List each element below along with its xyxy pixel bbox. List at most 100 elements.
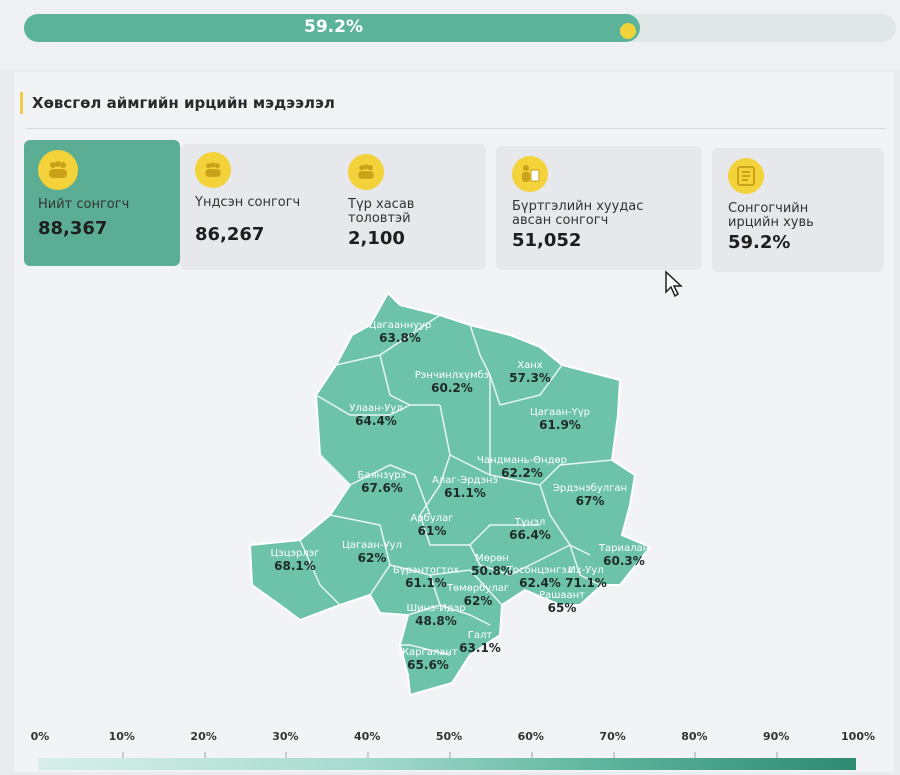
person-document-icon	[512, 156, 548, 192]
map-region-label[interactable]: Ханх 57.3%	[509, 360, 551, 384]
turnout-color-scale: 0% 10% 20% 30% 40% 50% 60% 70% 80% 90% 100%	[30, 730, 875, 770]
region-turnout: 63.1%	[459, 641, 501, 655]
region-name: Рэнчинлхүмбэ	[414, 370, 490, 381]
map-region-label[interactable]: Цагаан-Үүр 61.9%	[530, 407, 590, 431]
map-region-label[interactable]: Түнэл 66.4%	[509, 517, 551, 541]
region-turnout: 61%	[417, 524, 447, 538]
scale-tick-label: 80%	[681, 730, 708, 743]
region-turnout: 50.8%	[471, 564, 513, 578]
scale-tick-label: 50%	[435, 730, 463, 743]
map-region-label[interactable]: Алаг-Эрдэнэ 61.1%	[432, 475, 498, 499]
region-turnout: 64.4%	[355, 414, 397, 428]
people-group-icon	[348, 154, 384, 190]
map-region-label[interactable]: Рашаант 65%	[539, 590, 585, 614]
stat-turnout-label: Сонгогчийн ирцийн хувь	[728, 201, 814, 230]
people-group-icon	[38, 150, 78, 190]
region-name: Баянзүрх	[357, 470, 407, 481]
region-turnout: 71.1%	[565, 576, 607, 590]
region-name: Их-Уул	[568, 565, 604, 576]
region-turnout: 61.1%	[405, 576, 447, 590]
region-name: Рашаант	[539, 590, 585, 601]
region-name: Төмөрбулаг	[446, 583, 510, 594]
map-region-label[interactable]: Мөрөн 50.8%	[471, 553, 513, 577]
region-turnout: 60.3%	[603, 554, 645, 568]
map-region-label[interactable]: Цагааннуур 63.8%	[369, 320, 432, 344]
region-turnout: 62.2%	[501, 466, 543, 480]
stat-total-value: 88,367	[38, 218, 108, 239]
region-name: Түнэл	[514, 517, 546, 528]
map-region-label[interactable]: Эрдэнэбулган 67%	[553, 483, 627, 507]
region-turnout: 57.3%	[509, 371, 551, 385]
scale-tick-label: 10%	[108, 730, 135, 743]
people-group-icon	[195, 152, 231, 188]
stat-turnout: Сонгогчийн ирцийн хувь 59.2%	[728, 158, 878, 253]
scale-tick-label: 0%	[30, 730, 50, 743]
region-turnout: 68.1%	[274, 559, 316, 573]
map-region-label[interactable]: Чандмань-Өндөр 62.2%	[477, 455, 567, 479]
region-turnout: 62.4%	[519, 576, 561, 590]
scale-tick-label: 20%	[190, 730, 217, 743]
map-region-label[interactable]: Цагаан-Уул 62%	[342, 540, 402, 564]
region-turnout: 60.2%	[431, 381, 473, 395]
stat-temp-label: Түр хасав толовтэй	[348, 197, 415, 226]
region-turnout: 48.8%	[415, 614, 457, 628]
mouse-cursor-icon	[665, 270, 683, 298]
turnout-progress-label: 59.2%	[304, 17, 363, 37]
map-region-label[interactable]: Жаргалант 65.6%	[398, 647, 458, 671]
region-turnout: 62%	[463, 594, 493, 608]
region-turnout: 67.6%	[361, 481, 403, 495]
region-name: Алаг-Эрдэнэ	[432, 475, 498, 486]
stat-temp: Түр хасав толовтэй 2,100	[348, 154, 478, 249]
scale-tick-label: 70%	[599, 730, 626, 743]
region-turnout: 63.8%	[379, 331, 421, 345]
map-region-label[interactable]: Бүрэнтогтох 61.1%	[393, 565, 459, 589]
stat-registered-value: 51,052	[512, 230, 582, 251]
region-name: Тариалан	[598, 543, 650, 554]
map-region-label[interactable]: Шинэ-Идэр 48.8%	[406, 603, 465, 627]
map-region-label[interactable]: Тосонцэнгэл 62.4%	[507, 565, 573, 589]
progress-marker-dot	[620, 23, 636, 39]
top-progress-area: 59.2%	[0, 0, 900, 70]
section-title: Хөвсгөл аймгийн ирцийн мэдээлэл	[32, 94, 335, 112]
map-region-label[interactable]: Улаан-Уул 64.4%	[349, 403, 402, 427]
region-name: Бүрэнтогтох	[392, 565, 460, 576]
stat-registered: Бүртгэлийн хуудас авсан сонгогч 51,052	[512, 156, 692, 251]
stat-main: Үндсэн сонгогч 86,267	[195, 152, 335, 245]
map-region-label[interactable]: Их-Уул 71.1%	[565, 565, 607, 589]
region-name: Мөрөн	[475, 553, 509, 564]
turnout-progress-fill	[24, 14, 640, 42]
region-name: Тосонцэнгэл	[506, 565, 574, 576]
scale-gradient-bar	[38, 758, 856, 770]
scale-tick-label: 100%	[841, 730, 875, 743]
stat-main-value: 86,267	[195, 224, 265, 245]
region-name: Жаргалант	[398, 647, 458, 658]
region-turnout: 66.4%	[509, 528, 551, 542]
region-name: Цагааннуур	[368, 320, 432, 331]
region-turnout: 65.6%	[407, 658, 449, 672]
map-region-label[interactable]: Арбулаг 61%	[410, 513, 453, 537]
map-region-label[interactable]: Тариалан 60.3%	[599, 543, 649, 567]
region-name: Арбулаг	[410, 513, 454, 524]
stat-turnout-value: 59.2%	[728, 232, 791, 253]
region-name: Галт	[467, 630, 493, 641]
voters-breakdown-card	[180, 144, 486, 270]
region-name: Эрдэнэбулган	[552, 483, 628, 494]
title-divider	[26, 128, 886, 129]
map-region-label[interactable]: Рэнчинлхүмбэ 60.2%	[415, 370, 489, 394]
map-region-label[interactable]: Төмөрбулаг 62%	[447, 583, 509, 607]
map-shape	[248, 291, 652, 697]
scale-tick-label: 60%	[517, 730, 544, 743]
title-accent	[20, 92, 23, 114]
aimag-outline	[248, 291, 652, 697]
map-region-label[interactable]: Цэцэрлэг 68.1%	[270, 548, 319, 572]
region-name: Улаан-Уул	[349, 403, 403, 414]
region-turnout: 67%	[575, 494, 605, 508]
region-name: Шинэ-Идэр	[406, 603, 466, 614]
scale-tick-label: 90%	[763, 730, 790, 743]
stat-total: Нийт сонгогч 88,367	[38, 150, 178, 239]
region-turnout: 61.9%	[539, 418, 581, 432]
map-region-label[interactable]: Баянзүрх 67.6%	[357, 470, 406, 494]
region-name: Цэцэрлэг	[270, 548, 320, 559]
region-name: Ханх	[517, 360, 543, 371]
map-region-label[interactable]: Галт 63.1%	[459, 630, 501, 654]
